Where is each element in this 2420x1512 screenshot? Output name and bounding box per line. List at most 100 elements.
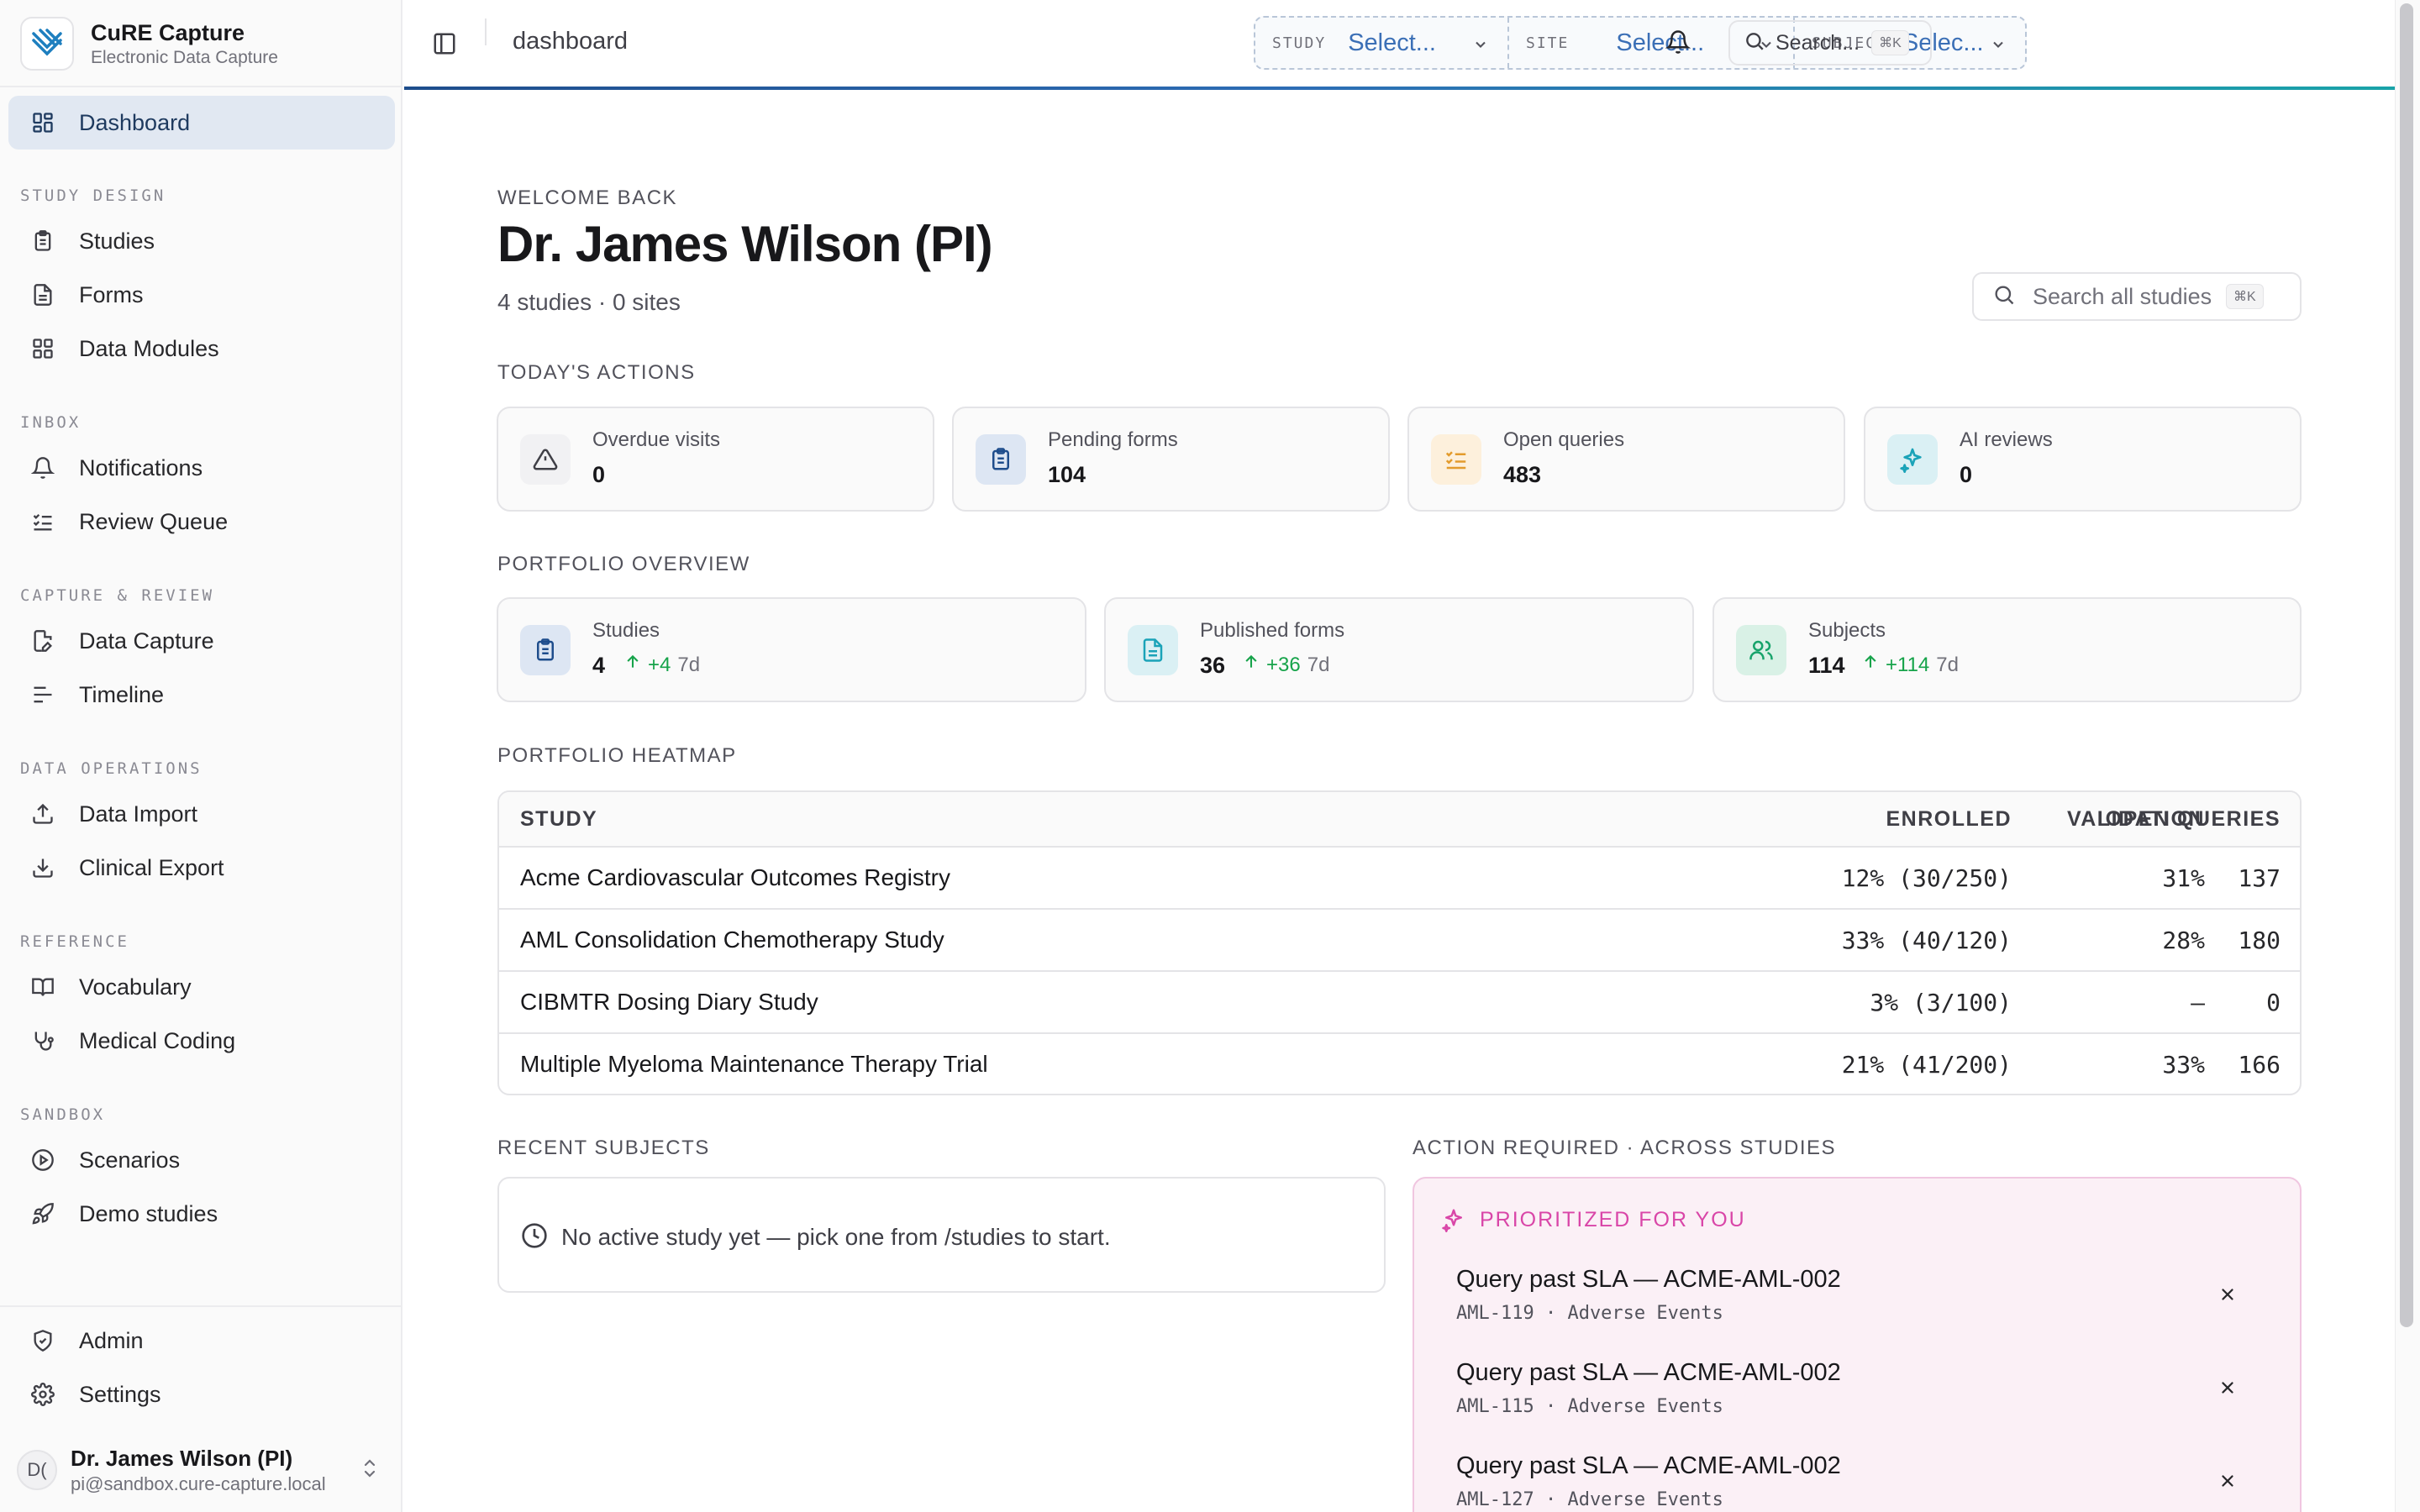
sidebar-item-label: Vocabulary [79,974,192,1000]
section-title-portfolio-heatmap: PORTFOLIO HEATMAP [497,744,737,767]
action-card-ai-reviews[interactable]: AI reviews 0 [1864,407,2302,512]
sidebar-item-notifications[interactable]: Notifications [8,441,395,495]
scrollbar-thumb[interactable] [2400,3,2413,1327]
action-card-pending-forms[interactable]: Pending forms 104 [952,407,1390,512]
sparkles-icon [1441,1207,1466,1236]
arrow-up-icon [1243,653,1260,677]
sidebar-item-settings[interactable]: Settings [8,1368,395,1421]
sidebar-item-timeline[interactable]: Timeline [8,668,395,722]
sidebar-item-demo-studies[interactable]: Demo studies [8,1187,395,1241]
priority-item[interactable]: Query past SLA — ACME-AML-002 AML-119 · … [1456,1266,2288,1341]
site-select[interactable]: SITE Select... [1507,18,1793,68]
notifications-bell-button[interactable] [1661,25,1695,59]
open-queries-cell: 0 [2266,988,2281,1016]
sidebar-item-studies[interactable]: Studies [8,214,395,268]
action-card-open-queries[interactable]: Open queries 483 [1407,407,1845,512]
card-value: 4 [592,653,606,678]
study-select-value: Select... [1348,29,1436,56]
table-row[interactable]: Multiple Myeloma Maintenance Therapy Tri… [499,1032,2300,1094]
chevrons-up-down-icon[interactable] [360,1457,380,1484]
priority-item-meta: AML-127 · Adverse Events [1456,1489,1723,1510]
close-icon[interactable] [2212,1466,2243,1496]
brand-logo[interactable] [20,17,74,71]
gear-icon [29,1380,57,1409]
column-header-open-queries[interactable]: OPEN QUERIES [2105,806,2281,831]
study-name[interactable]: CIBMTR Dosing Diary Study [520,989,818,1015]
overview-card-subjects[interactable]: Subjects 114 +114 7d [1712,597,2302,702]
study-name[interactable]: Multiple Myeloma Maintenance Therapy Tri… [520,1051,988,1077]
chevron-down-icon [1472,36,1489,57]
enrolled-cell: 3% (3/100) [1870,988,2012,1016]
validation-cell: 33% [2162,1050,2205,1079]
sidebar-item-medical-coding[interactable]: Medical Coding [8,1014,395,1068]
table-row[interactable]: AML Consolidation Chemotherapy Study 33%… [499,908,2300,970]
sidebar-item-vocabulary[interactable]: Vocabulary [8,960,395,1014]
global-search-button[interactable]: Search... ⌘K [1728,20,1932,66]
section-title-todays-actions: TODAY'S ACTIONS [497,361,696,384]
card-label: AI reviews [1960,428,2053,451]
recent-subjects-panel: No active study yet — pick one from /stu… [497,1177,1386,1293]
column-header-study[interactable]: STUDY [520,806,598,831]
enrolled-cell: 12% (30/250) [1841,864,2012,892]
validation-cell: — [2191,988,2205,1016]
sidebar-item-data-modules[interactable]: Data Modules [8,322,395,375]
card-value: 36 [1200,653,1226,678]
sidebar-item-admin[interactable]: Admin [8,1314,395,1368]
card-value: 0 [1960,462,1973,487]
overview-card-studies[interactable]: Studies 4 +4 7d [497,597,1086,702]
subject-select[interactable]: SUBJECT Selec... [1793,18,2025,68]
study-search-field[interactable]: ⌘K [1972,272,2302,321]
global-search-label: Search... [1776,30,1860,55]
nav-section-capture-review: CAPTURE & REVIEW [20,586,215,605]
study-name[interactable]: Acme Cardiovascular Outcomes Registry [520,864,950,890]
table-row[interactable]: Acme Cardiovascular Outcomes Registry 12… [499,846,2300,908]
sidebar-item-scenarios[interactable]: Scenarios [8,1133,395,1187]
sidebar-toggle-button[interactable] [429,29,460,59]
sidebar-item-label: Review Queue [79,508,229,534]
avatar[interactable]: D( [17,1450,57,1490]
prioritized-panel: PRIORITIZED FOR YOU Query past SLA — ACM… [1413,1177,2302,1512]
priority-item[interactable]: Query past SLA — ACME-AML-002 AML-115 · … [1456,1359,2288,1435]
sidebar-item-data-capture[interactable]: Data Capture [8,614,395,668]
close-icon[interactable] [2212,1373,2243,1403]
sidebar-item-label: Data Modules [79,335,219,361]
study-name[interactable]: AML Consolidation Chemotherapy Study [520,927,944,953]
study-search-input[interactable] [2033,283,2226,310]
dashboard-icon [29,108,57,137]
user-name[interactable]: Dr. James Wilson (PI) [71,1446,293,1471]
site-select-label: SITE [1526,34,1570,52]
arrow-up-icon [624,653,641,677]
sidebar-item-data-import[interactable]: Data Import [8,787,395,841]
priority-item[interactable]: Query past SLA — ACME-AML-002 AML-127 · … [1456,1452,2288,1512]
enrolled-cell: 33% (40/120) [1841,926,2012,954]
chevron-down-icon [1758,36,1775,57]
delta-period: 7d [1936,653,1959,676]
open-queries-cell: 166 [2238,1050,2281,1079]
sidebar: CuRE Capture Electronic Data Capture Das… [0,0,402,1512]
sidebar-item-dashboard[interactable]: Dashboard [8,96,395,150]
sparkles-icon [1887,434,1938,485]
sidebar-item-label: Dashboard [79,109,191,135]
search-icon [1992,283,2016,311]
user-email: pi@sandbox.cure-capture.local [71,1473,326,1494]
delta-period: 7d [1307,653,1330,676]
close-icon[interactable] [2212,1279,2243,1310]
study-select[interactable]: STUDY Select... [1255,18,1507,68]
sidebar-item-clinical-export[interactable]: Clinical Export [8,841,395,895]
sidebar-item-label: Medical Coding [79,1027,236,1053]
sidebar-item-review-queue[interactable]: Review Queue [8,495,395,549]
users-icon [1736,625,1786,675]
sidebar-item-label: Data Import [79,801,198,827]
column-header-enrolled[interactable]: ENROLLED [1886,806,2012,831]
overview-card-published-forms[interactable]: Published forms 36 +36 7d [1104,597,1694,702]
sidebar-item-label: Scenarios [79,1147,181,1173]
nav-section-reference: REFERENCE [20,932,129,951]
sidebar-item-forms[interactable]: Forms [8,268,395,322]
breadcrumb: dashboard [513,28,629,55]
action-card-overdue-visits[interactable]: Overdue visits 0 [497,407,934,512]
table-row[interactable]: CIBMTR Dosing Diary Study 3% (3/100) — 0 [499,970,2300,1032]
delta-value: +4 [648,653,671,676]
card-value: 104 [1048,462,1086,487]
column-header-validation[interactable]: VALIDATION [2066,806,2205,831]
priority-item-title: Query past SLA — ACME-AML-002 [1456,1452,1841,1479]
